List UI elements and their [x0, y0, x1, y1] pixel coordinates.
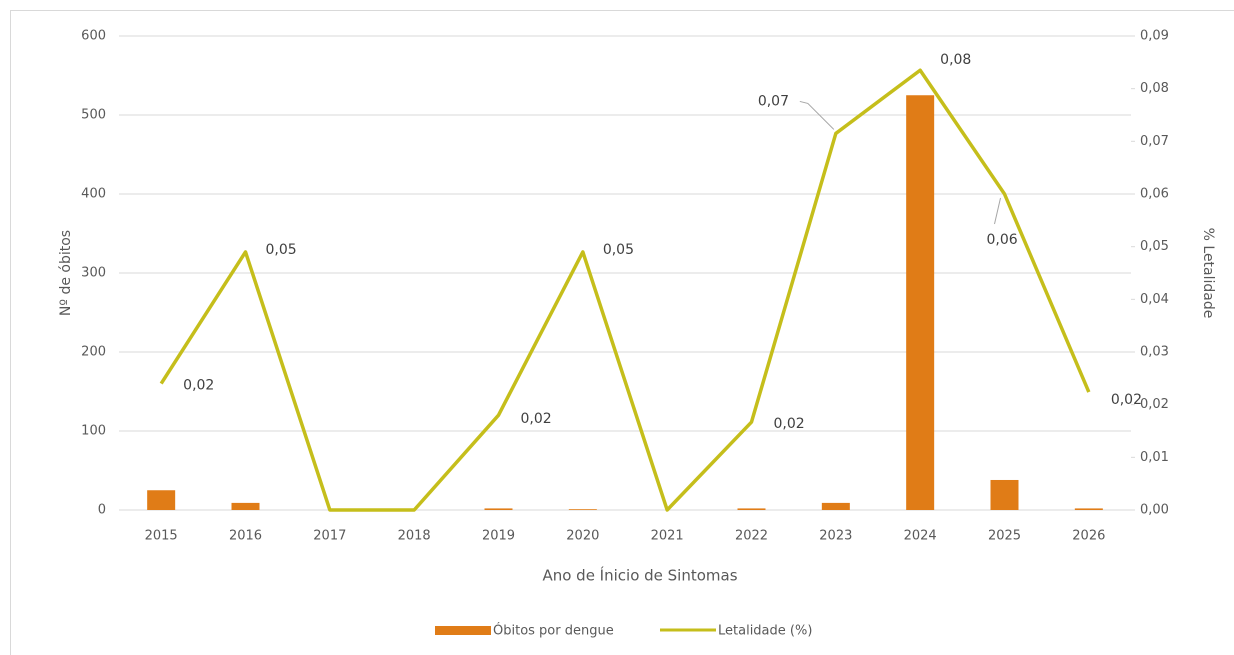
data-label: 0,05	[266, 242, 297, 258]
x-tick-label: 2021	[651, 529, 684, 544]
data-label: 0,02	[183, 378, 214, 394]
data-label: 0,02	[774, 416, 805, 432]
bar	[147, 490, 176, 510]
y2-tick-label: 0,02	[1140, 397, 1169, 412]
y2-tick-label: 0,03	[1140, 345, 1169, 360]
y2-tick-label: 0,08	[1140, 81, 1169, 96]
data-label: 0,02	[1111, 392, 1142, 408]
y2-tick-label: 0,06	[1140, 187, 1169, 202]
data-label: 0,06	[987, 232, 1018, 248]
y2-tick-label: 0,09	[1140, 29, 1169, 44]
bar	[990, 479, 1019, 510]
x-tick-label: 2016	[229, 529, 262, 544]
data-label: 0,08	[940, 52, 971, 68]
x-tick-label: 2015	[145, 529, 178, 544]
y-tick-label: 300	[81, 266, 106, 281]
y-tick-label: 600	[81, 29, 106, 44]
chart-frame	[10, 10, 1234, 655]
y-tick-label: 400	[81, 187, 106, 202]
x-tick-label: 2017	[313, 529, 346, 544]
y-tick-label: 0	[98, 503, 106, 518]
x-tick-label: 2018	[398, 529, 431, 544]
x-tick-label: 2020	[566, 529, 599, 544]
data-label: 0,05	[603, 242, 634, 258]
y2-tick-label: 0,07	[1140, 134, 1169, 149]
legend-label: Óbitos por dengue	[493, 623, 614, 639]
data-label: 0,02	[521, 411, 552, 427]
y-tick-label: 100	[81, 424, 106, 439]
x-tick-label: 2025	[988, 529, 1021, 544]
bar	[1074, 508, 1103, 510]
bar	[737, 508, 766, 510]
x-tick-label: 2023	[819, 529, 852, 544]
leader-line	[994, 197, 1001, 225]
legend-label: Letalidade (%)	[718, 624, 812, 639]
data-label: 0,07	[758, 93, 789, 109]
y2-tick-label: 0,00	[1140, 503, 1169, 518]
x-tick-label: 2026	[1072, 529, 1105, 544]
line	[159, 68, 1091, 512]
bar	[231, 502, 260, 510]
y2-tick-label: 0,01	[1140, 450, 1169, 465]
bar	[484, 508, 513, 510]
x-tick-label: 2019	[482, 529, 515, 544]
bar	[568, 509, 597, 510]
y2-tick-label: 0,04	[1140, 292, 1169, 307]
bar	[821, 502, 850, 510]
y-tick-label: 200	[81, 345, 106, 360]
y2-axis-title: % Letalidade	[1200, 228, 1216, 319]
x-tick-label: 2022	[735, 529, 768, 544]
bar	[906, 95, 935, 510]
leader-line	[799, 100, 835, 130]
x-tick-label: 2024	[904, 529, 937, 544]
x-axis-title: Ano de Ínicio de Sintomas	[542, 566, 737, 585]
y-axis-title: Nº de óbitos	[58, 230, 74, 316]
y-tick-label: 500	[81, 108, 106, 123]
legend-swatch	[435, 626, 491, 635]
y2-tick-label: 0,05	[1140, 239, 1169, 254]
